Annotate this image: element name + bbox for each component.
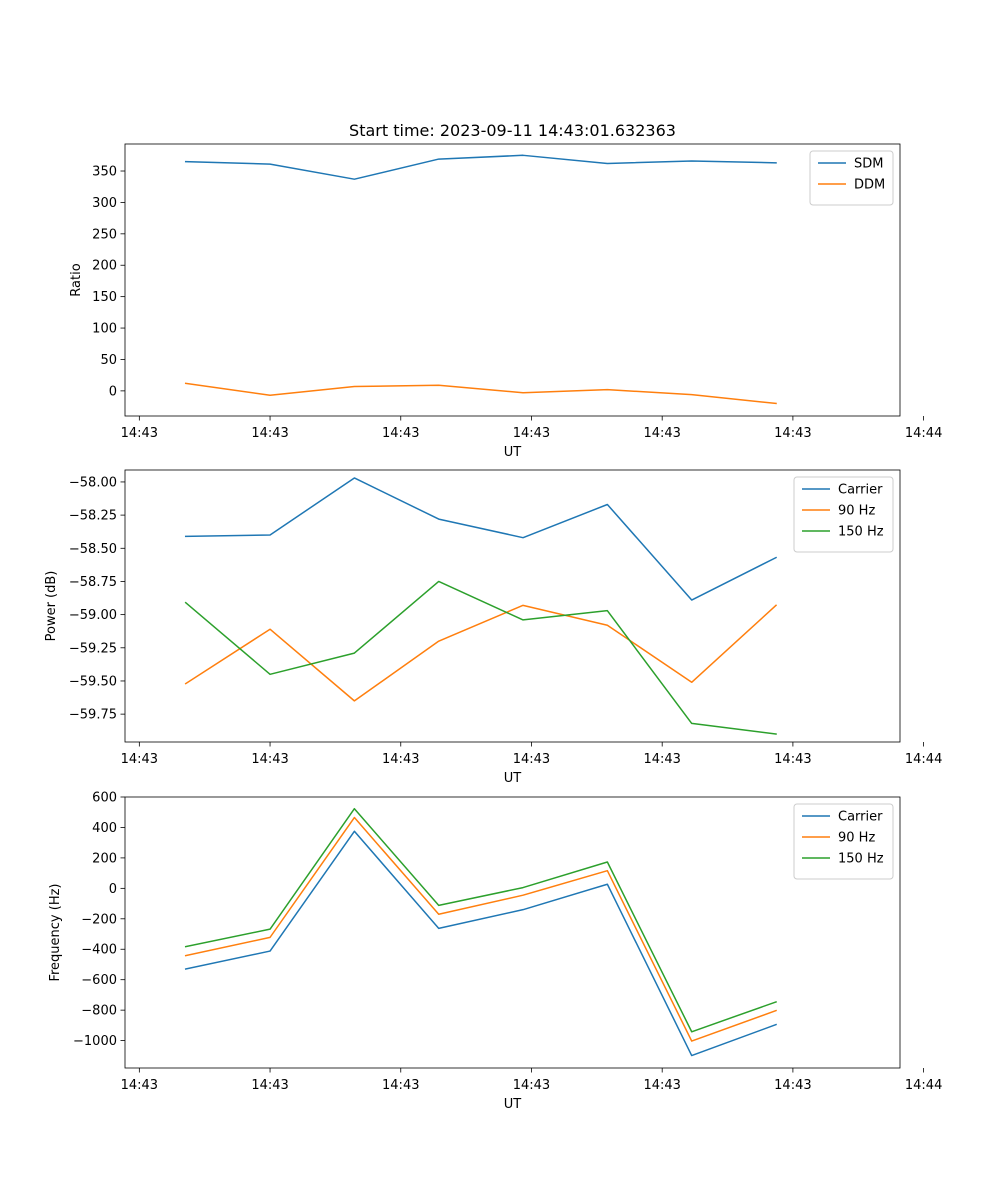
ratio-x-tick-label: 14:44 bbox=[905, 426, 942, 441]
ratio-y-tick-label: 100 bbox=[92, 322, 117, 337]
frequency-series-line-carrier bbox=[184, 830, 777, 1057]
ratio-x-tick-label: 14:43 bbox=[643, 426, 680, 441]
power-series-line-150-hz bbox=[184, 580, 777, 735]
power-y-tick-label: −58.25 bbox=[69, 509, 117, 524]
ratio-x-tick-label: 14:43 bbox=[513, 426, 550, 441]
power-x-tick-label: 14:43 bbox=[382, 752, 419, 767]
power-y-tick-label: −59.50 bbox=[69, 674, 117, 689]
ratio-x-tick-label: 14:43 bbox=[121, 426, 158, 441]
power-y-tick-label: −59.00 bbox=[69, 608, 117, 623]
frequency-y-axis-label: Frequency (Hz) bbox=[48, 883, 63, 981]
frequency-legend-label: 150 Hz bbox=[838, 852, 884, 867]
power-y-axis-label: Power (dB) bbox=[44, 571, 59, 642]
power-series-line-carrier bbox=[184, 477, 778, 601]
ratio-y-tick-label: 0 bbox=[109, 384, 117, 399]
frequency-legend-box bbox=[793, 803, 894, 880]
chart-title: Start time: 2023-09-11 14:43:01.632363 bbox=[349, 121, 676, 140]
power-legend-label: Carrier bbox=[838, 483, 883, 498]
ratio-y-tick-label: 150 bbox=[92, 290, 117, 305]
frequency-x-tick-label: 14:44 bbox=[905, 1078, 942, 1093]
ratio-series-line-ddm bbox=[184, 382, 777, 405]
power-y-tick-label: −58.75 bbox=[69, 575, 117, 590]
power-x-tick-label: 14:43 bbox=[643, 752, 680, 767]
frequency-x-tick-label: 14:43 bbox=[382, 1078, 419, 1093]
ratio-y-tick-label: 50 bbox=[100, 353, 117, 368]
frequency-y-tick-label: 600 bbox=[92, 791, 117, 806]
ratio-y-tick-label: 250 bbox=[92, 227, 117, 242]
frequency-legend-label: 90 Hz bbox=[838, 831, 875, 846]
power-series-line-90-hz bbox=[184, 604, 778, 702]
power-legend-label: 150 Hz bbox=[838, 525, 884, 540]
frequency-series-line-90-hz bbox=[184, 816, 777, 1042]
frequency-y-tick-label: −800 bbox=[81, 1004, 117, 1019]
ratio-y-tick-label: 200 bbox=[92, 259, 117, 274]
frequency-y-tick-label: 400 bbox=[92, 821, 117, 836]
ratio-legend-box bbox=[809, 150, 894, 206]
power-axes-frame bbox=[124, 469, 901, 743]
frequency-y-tick-label: −600 bbox=[81, 973, 117, 988]
ratio-legend-label: DDM bbox=[854, 178, 885, 193]
frequency-x-tick-label: 14:43 bbox=[643, 1078, 680, 1093]
frequency-x-tick-label: 14:43 bbox=[121, 1078, 158, 1093]
power-x-axis-label: UT bbox=[504, 771, 522, 786]
power-x-tick-label: 14:43 bbox=[774, 752, 811, 767]
frequency-x-tick-label: 14:43 bbox=[774, 1078, 811, 1093]
frequency-y-tick-label: 0 bbox=[109, 882, 117, 897]
frequency-y-tick-label: 200 bbox=[92, 851, 117, 866]
ratio-y-tick-label: 300 bbox=[92, 196, 117, 211]
power-x-tick-label: 14:44 bbox=[905, 752, 942, 767]
power-y-tick-label: −59.75 bbox=[69, 708, 117, 723]
ratio-y-tick-label: 350 bbox=[92, 165, 117, 180]
power-x-tick-label: 14:43 bbox=[121, 752, 158, 767]
frequency-x-axis-label: UT bbox=[504, 1097, 522, 1112]
frequency-y-tick-label: −1000 bbox=[73, 1034, 117, 1049]
ratio-x-tick-label: 14:43 bbox=[382, 426, 419, 441]
power-y-tick-label: −59.25 bbox=[69, 641, 117, 656]
power-legend-label: 90 Hz bbox=[838, 504, 875, 519]
power-y-tick-label: −58.50 bbox=[69, 542, 117, 557]
ratio-legend-label: SDM bbox=[854, 157, 883, 172]
frequency-panel: 14:43 14:43 14:43 14:43 14:43 14:43 14:44 600 40… bbox=[48, 791, 942, 1113]
frequency-y-tick-label: −400 bbox=[81, 943, 117, 958]
ratio-axes-frame bbox=[124, 143, 901, 417]
power-x-tick-label: 14:43 bbox=[513, 752, 550, 767]
frequency-legend-label: Carrier bbox=[838, 810, 883, 825]
power-panel: 14:43 14:43 14:43 14:43 14:43 14:43 14:44 −58.0… bbox=[44, 469, 942, 786]
power-x-tick-label: 14:43 bbox=[251, 752, 288, 767]
power-y-tick-label: −58.00 bbox=[69, 475, 117, 490]
frequency-x-tick-label: 14:43 bbox=[513, 1078, 550, 1093]
frequency-x-tick-label: 14:43 bbox=[251, 1078, 288, 1093]
ratio-y-axis-label: Ratio bbox=[69, 263, 84, 296]
ratio-x-tick-label: 14:43 bbox=[774, 426, 811, 441]
power-legend-box bbox=[793, 476, 894, 553]
frequency-y-tick-label: −200 bbox=[81, 912, 117, 927]
ratio-series-line-sdm bbox=[184, 154, 777, 180]
frequency-series-line-150-hz bbox=[184, 807, 777, 1033]
ratio-x-tick-label: 14:43 bbox=[251, 426, 288, 441]
ratio-x-axis-label: UT bbox=[504, 445, 522, 460]
ratio-panel: 14:43 14:43 14:43 14:43 14:43 14:43 14:44 0 50 10… bbox=[69, 143, 942, 460]
frequency-axes-frame bbox=[124, 796, 901, 1069]
